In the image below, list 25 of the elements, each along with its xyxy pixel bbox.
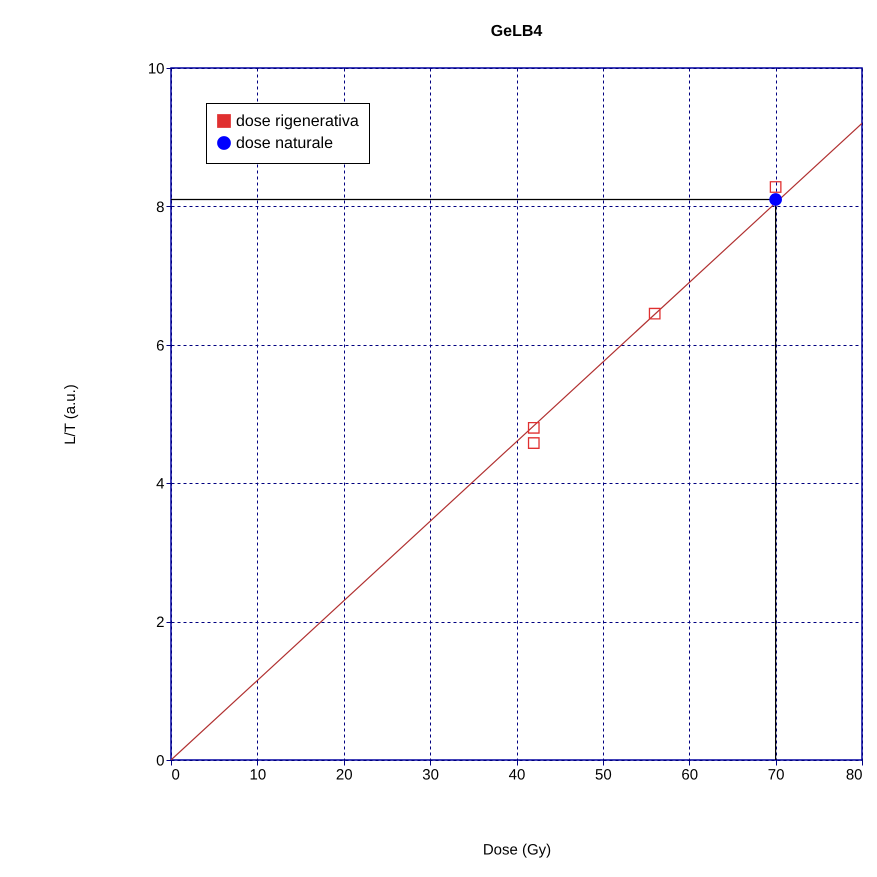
x-tick-label: 70 bbox=[768, 766, 784, 784]
point bbox=[769, 193, 782, 206]
y-tick-label: 4 bbox=[156, 476, 164, 493]
point bbox=[528, 422, 540, 434]
x-tick-label: 0 bbox=[172, 766, 180, 784]
x-tick-label: 60 bbox=[681, 766, 698, 784]
x-tick-label: 30 bbox=[422, 766, 439, 784]
chart-title: GeLB4 bbox=[490, 23, 542, 40]
legend-label: dose rigenerativa bbox=[236, 113, 359, 130]
x-axis-title: Dose (Gy) bbox=[482, 842, 552, 858]
y-tick-label: 8 bbox=[156, 198, 164, 216]
legend-label: dose naturale bbox=[236, 135, 334, 152]
y-axis-title: L/T (a.u.) bbox=[62, 384, 79, 445]
x-tick-label: 20 bbox=[336, 766, 353, 784]
point bbox=[770, 181, 782, 193]
x-tick-label: 80 bbox=[846, 766, 862, 784]
x-tick-label: 10 bbox=[250, 766, 266, 784]
y-tick-label: 2 bbox=[156, 614, 164, 632]
y-tick-label: 0 bbox=[156, 752, 164, 770]
point bbox=[648, 308, 661, 320]
y-tick-label: 10 bbox=[148, 60, 164, 78]
y-tick-label: 6 bbox=[156, 337, 164, 354]
x-tick-label: 40 bbox=[508, 766, 526, 784]
point bbox=[528, 437, 540, 449]
x-tick-label: 50 bbox=[595, 766, 612, 784]
